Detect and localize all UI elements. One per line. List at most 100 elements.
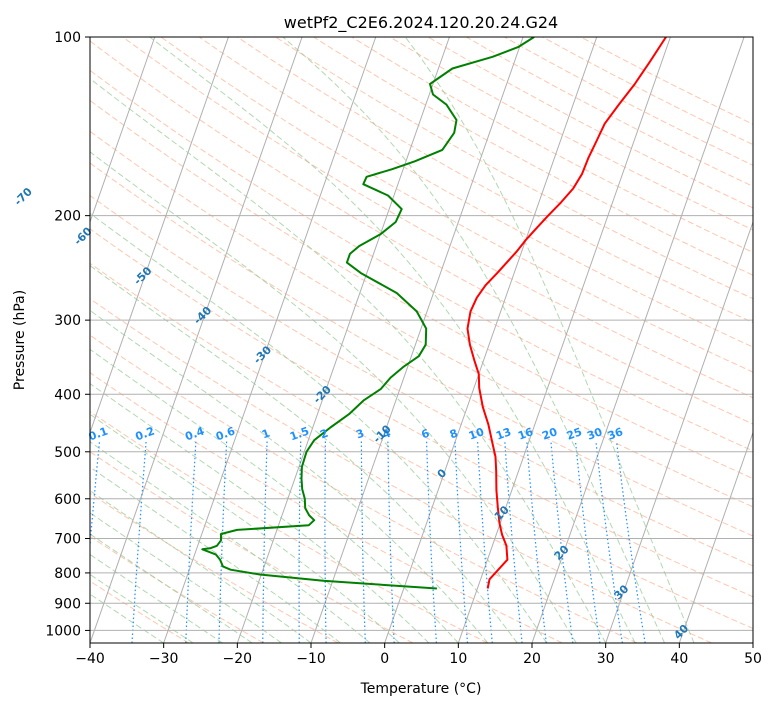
mixing-ratio-label: 4 <box>381 426 393 441</box>
dry-adiabat <box>237 37 753 324</box>
isotherm <box>457 37 671 643</box>
guide-lines <box>90 37 753 643</box>
dry-adiabat <box>90 99 753 480</box>
mixing-ratio-label: 0.2 <box>134 425 157 444</box>
mixing-ratio-line <box>526 441 547 643</box>
mixing-ratio-label: 6 <box>420 426 432 441</box>
moist-adiabat <box>90 466 341 643</box>
y-axis-label: Pressure (hPa) <box>12 290 28 390</box>
x-tick-label: 20 <box>523 651 541 667</box>
dry-adiabat <box>90 69 753 452</box>
profile-line-1 <box>466 37 667 589</box>
mixing-ratio-label: 10 <box>467 425 486 443</box>
dry-adiabat <box>90 372 563 643</box>
mixing-ratio-line <box>387 441 395 643</box>
dry-adiabat <box>122 37 753 399</box>
y-tick-label: 900 <box>54 596 81 612</box>
dry-adiabat <box>90 262 753 630</box>
mixing-ratio-label: 1.5 <box>288 425 311 444</box>
isotherm <box>310 37 524 643</box>
x-tick-label: −10 <box>296 651 326 667</box>
y-tick-label: 1000 <box>45 623 81 639</box>
x-tick-label: 50 <box>744 651 762 667</box>
moist-adiabat <box>282 37 666 643</box>
mixing-ratio-label: 2 <box>318 427 330 442</box>
mixing-ratio-line <box>298 441 302 643</box>
moist-adiabat <box>90 593 164 643</box>
mixing-ratio-line <box>324 441 327 643</box>
x-tick-label: −30 <box>149 651 179 667</box>
mixing-ratio-line <box>595 441 623 643</box>
mixing-ratio-label: 16 <box>516 425 535 443</box>
dry-adiabat <box>90 162 753 537</box>
dry-adiabat <box>90 228 753 598</box>
dry-adiabat <box>90 40 753 425</box>
y-tick-label: 800 <box>54 566 81 582</box>
mixing-ratio-line <box>504 441 523 643</box>
mixing-ratio-line <box>477 441 493 643</box>
y-tick-label: 400 <box>54 387 81 403</box>
x-tick-label: 40 <box>670 651 688 667</box>
moist-adiabat <box>90 151 577 643</box>
isotherm <box>531 37 745 643</box>
isotherm <box>384 37 598 643</box>
y-tick-label: 100 <box>54 30 81 46</box>
moist-adiabat <box>90 212 548 643</box>
isotherm <box>90 37 303 643</box>
mixing-ratio-label: 3 <box>354 427 366 442</box>
mixing-ratio-label: 0.4 <box>183 424 206 443</box>
y-tick-label: 200 <box>54 209 81 225</box>
mixing-ratio-line <box>574 441 601 643</box>
moist-adiabat <box>404 37 695 643</box>
profile-lines <box>201 37 667 590</box>
y-tick-label: 500 <box>54 445 81 461</box>
moist-adiabat <box>149 37 636 643</box>
dry-adiabat <box>90 492 339 643</box>
y-tick-label: 600 <box>54 492 81 508</box>
dry-adiabat <box>90 130 753 508</box>
dry-adiabat <box>90 298 712 643</box>
mixing-ratio-label: 1 <box>260 427 272 442</box>
x-tick-label: −40 <box>75 651 105 667</box>
mixing-ratio-line <box>360 441 366 643</box>
x-tick-label: 10 <box>449 651 467 667</box>
mixing-ratio-line <box>185 441 197 643</box>
mixing-ratio-line <box>262 441 268 643</box>
plot-frame <box>89 36 754 644</box>
mixing-ratio-label: 25 <box>565 425 584 442</box>
moist-adiabat <box>90 77 607 643</box>
mixing-ratio-label: 0.1 <box>87 425 110 444</box>
moist-adiabat <box>90 383 430 643</box>
mixing-ratio-label: 0.6 <box>214 424 237 443</box>
dry-adiabat <box>90 410 488 643</box>
moist-adiabat <box>90 413 400 643</box>
moist-adiabat <box>90 348 459 643</box>
isotherm <box>90 37 156 224</box>
moist-adiabat <box>90 441 371 643</box>
mixing-ratio-label: 13 <box>494 425 513 442</box>
mixing-ratio-label: 36 <box>606 425 625 443</box>
isotherm <box>90 37 229 435</box>
dry-adiabat <box>198 37 753 348</box>
profile-line-2 <box>201 37 535 590</box>
moist-adiabat <box>90 573 194 643</box>
dry-adiabat <box>160 37 753 373</box>
mixing-ratio-label: 30 <box>585 425 604 443</box>
mixing-ratio-label: 20 <box>540 425 559 443</box>
x-tick-label: 0 <box>380 651 389 667</box>
isotherm <box>163 37 377 643</box>
mixing-ratio-line <box>616 441 646 643</box>
guide-labels: 0.10.20.40.611.52346810131620253036-100-… <box>12 185 692 642</box>
isotherm <box>236 37 450 643</box>
moist-adiabat <box>90 309 489 643</box>
mixing-ratio-line <box>454 441 469 643</box>
isotherm <box>678 431 753 643</box>
dry-adiabat <box>90 535 264 643</box>
axes: −40 −30 −20 −10 0 10 20 30 40 5010020030040050060… <box>45 30 762 667</box>
mixing-ratio-line <box>218 441 228 643</box>
mixing-ratio-line <box>426 441 437 643</box>
x-axis-label: Temperature (°C) <box>360 681 482 697</box>
x-tick-label: −20 <box>223 651 253 667</box>
isotherm <box>605 220 753 643</box>
